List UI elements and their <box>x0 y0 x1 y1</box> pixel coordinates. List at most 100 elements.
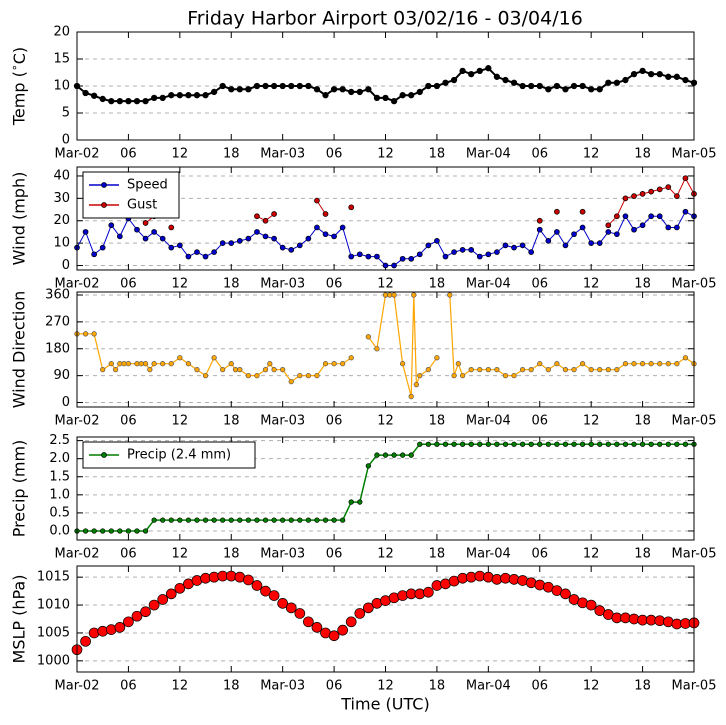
data-point <box>185 517 192 523</box>
data-point <box>391 452 397 458</box>
x-tick-label: 06 <box>326 147 343 162</box>
data-point <box>322 361 329 367</box>
y-axis-label: Precip (mm) <box>10 440 29 538</box>
data-point <box>682 76 689 84</box>
data-point <box>434 238 440 244</box>
data-point <box>450 76 458 84</box>
data-point <box>416 88 423 96</box>
legend: Precip (2.4 mm) <box>82 441 256 469</box>
data-point <box>459 441 466 447</box>
data-point <box>391 292 397 298</box>
data-point <box>605 441 611 447</box>
x-tick-label: 12 <box>583 414 600 429</box>
data-point <box>562 86 569 93</box>
data-point <box>279 244 286 251</box>
x-tick-label: 12 <box>583 277 600 292</box>
data-point <box>545 441 551 447</box>
data-point <box>228 361 234 367</box>
data-point <box>459 372 466 379</box>
x-tick-label: Mar-03 <box>260 277 305 292</box>
data-point <box>434 355 440 361</box>
data-point <box>425 242 432 249</box>
x-tick-label: Mar-02 <box>55 147 100 162</box>
plot-frame <box>76 565 695 673</box>
x-tick-label: Mar-05 <box>672 414 717 429</box>
x-tick-label: 06 <box>326 277 343 292</box>
x-tick-label: 18 <box>223 147 240 162</box>
x-tick-label: 06 <box>326 414 343 429</box>
y-tick-label: 1005 <box>37 625 70 640</box>
data-point <box>82 331 89 337</box>
data-point <box>605 367 611 373</box>
x-tick-label: 18 <box>634 147 651 162</box>
data-point <box>411 292 417 298</box>
legend-marker <box>101 452 107 458</box>
data-point <box>348 499 354 505</box>
y-tick-label: 20 <box>53 213 70 228</box>
data-point <box>537 441 543 447</box>
x-tick-label: Mar-05 <box>672 147 717 162</box>
x-tick-label: 06 <box>531 414 548 429</box>
data-point <box>91 331 97 337</box>
data-point <box>605 79 612 86</box>
y-tick-label: 2.5 <box>49 433 70 448</box>
data-point <box>477 441 483 447</box>
data-point <box>588 240 595 246</box>
data-point <box>631 441 637 447</box>
data-point <box>416 251 423 258</box>
data-point <box>605 222 612 229</box>
x-tick-label: 12 <box>583 679 600 694</box>
data-point <box>639 191 646 197</box>
data-point <box>314 197 320 204</box>
y-tick-label: 2.0 <box>49 451 70 466</box>
data-point <box>387 292 393 298</box>
x-tick-label: Mar-02 <box>55 679 100 694</box>
data-point <box>459 246 466 253</box>
y-tick-label: 180 <box>45 341 70 356</box>
data-point <box>502 372 509 379</box>
data-point <box>417 441 423 447</box>
plot-frame <box>76 436 695 541</box>
data-point <box>365 253 372 260</box>
data-point <box>631 193 637 199</box>
data-point <box>614 441 620 447</box>
data-point <box>339 86 346 93</box>
data-point <box>422 586 434 598</box>
data-point <box>193 92 201 99</box>
data-point <box>148 599 160 611</box>
x-tick-label: 18 <box>429 414 446 429</box>
data-point <box>151 517 157 523</box>
data-point <box>434 441 440 447</box>
data-point <box>468 246 475 253</box>
data-point <box>254 372 260 379</box>
data-point <box>262 367 269 373</box>
data-point <box>108 361 114 367</box>
data-point <box>390 97 398 105</box>
data-point <box>553 82 561 90</box>
series-line <box>145 177 695 226</box>
x-tick-label: 18 <box>634 679 651 694</box>
legend-box <box>82 171 180 219</box>
data-point <box>82 229 89 235</box>
data-point <box>374 346 380 352</box>
data-point <box>311 622 323 633</box>
data-point <box>331 517 337 523</box>
data-point <box>99 244 106 251</box>
data-point <box>622 76 629 84</box>
data-point <box>219 240 226 246</box>
legend-label: Speed <box>127 178 168 193</box>
data-point <box>682 355 689 361</box>
data-point <box>382 292 389 298</box>
data-point <box>622 213 629 220</box>
y-axis-label: Wind Direction <box>10 291 29 409</box>
data-point <box>168 92 175 99</box>
x-tick-label: 06 <box>120 414 137 429</box>
data-point <box>271 517 277 523</box>
x-tick-label: 18 <box>634 414 651 429</box>
x-tick-label: Mar-05 <box>672 679 717 694</box>
data-point <box>528 441 534 447</box>
data-point <box>614 213 620 220</box>
data-point <box>357 499 363 505</box>
y-tick-label: 90 <box>53 368 70 383</box>
x-tick-label: 06 <box>120 547 137 562</box>
